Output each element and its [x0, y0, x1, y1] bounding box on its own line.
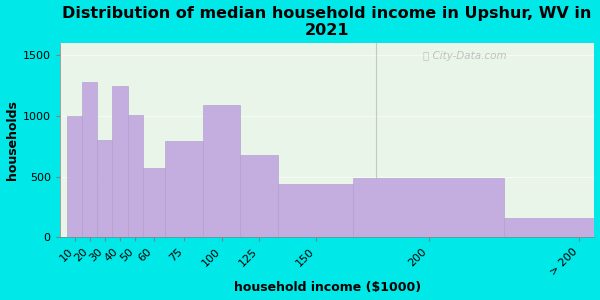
Bar	[97, 140, 112, 237]
Bar	[143, 168, 165, 237]
Bar	[128, 115, 143, 237]
Bar	[353, 178, 504, 237]
Bar	[67, 116, 82, 237]
Y-axis label: households: households	[5, 100, 19, 180]
Bar	[112, 86, 128, 237]
Bar	[165, 142, 203, 237]
Text: ⓘ City-Data.com: ⓘ City-Data.com	[424, 51, 507, 61]
Bar	[504, 218, 600, 237]
Title: Distribution of median household income in Upshur, WV in
2021: Distribution of median household income …	[62, 6, 592, 38]
Bar	[241, 155, 278, 237]
Bar	[203, 105, 241, 237]
Bar	[278, 184, 353, 237]
X-axis label: household income ($1000): household income ($1000)	[233, 281, 421, 294]
Bar	[82, 82, 97, 237]
